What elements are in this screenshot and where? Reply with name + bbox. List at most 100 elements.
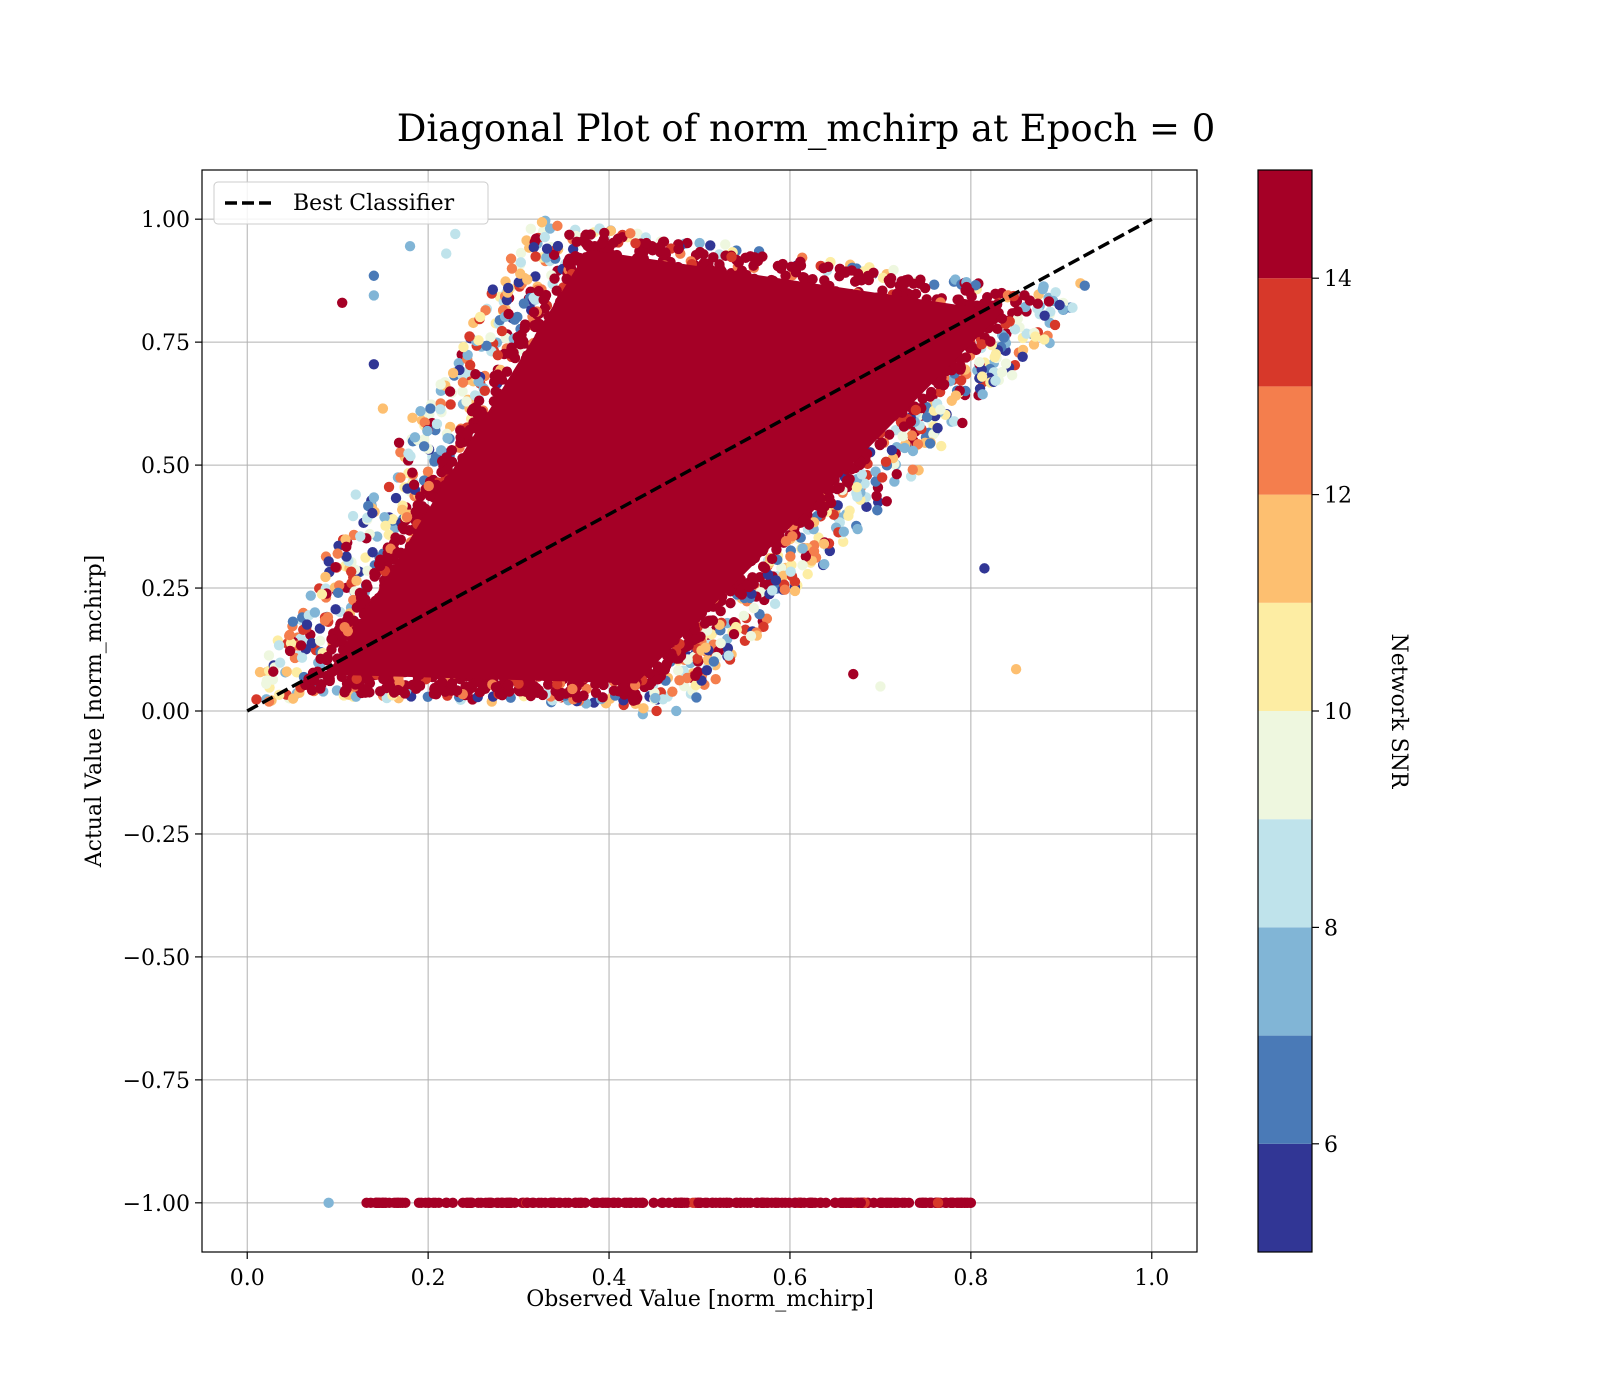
scatter-point-888 bbox=[296, 652, 308, 663]
scatter-point-4181 bbox=[816, 507, 828, 519]
scatter-point-387 bbox=[758, 621, 769, 633]
scatter-point-776 bbox=[287, 693, 299, 704]
scatter-point-475 bbox=[682, 237, 693, 249]
scatter-point-895 bbox=[541, 243, 553, 254]
scatter-point-4379 bbox=[341, 683, 352, 695]
scatter-point-2148 bbox=[571, 236, 582, 248]
scatter-point-535 bbox=[843, 510, 854, 522]
scatter-point-772 bbox=[886, 445, 898, 456]
scatter-point-268 bbox=[872, 505, 883, 516]
scatter-point-791 bbox=[888, 264, 899, 276]
scatter-point-4833 bbox=[910, 404, 922, 416]
scatter-point-3538 bbox=[540, 289, 552, 301]
scatter-point-873 bbox=[745, 630, 757, 642]
scatter-point-4742 bbox=[567, 683, 578, 695]
scatter-point-538 bbox=[481, 340, 492, 352]
scatter-point-2 bbox=[802, 568, 813, 580]
scatter-point-627 bbox=[285, 637, 297, 649]
scatter-point-4252 bbox=[492, 369, 503, 380]
scatter-point-829 bbox=[856, 469, 868, 480]
scatter-point-3695 bbox=[698, 249, 709, 260]
scatter-point-824 bbox=[368, 492, 380, 503]
scatter-point-681 bbox=[407, 412, 418, 424]
scatter-point-4377 bbox=[966, 291, 977, 302]
scatter-point-671 bbox=[295, 640, 307, 651]
scatter-point-4168 bbox=[627, 691, 638, 703]
scatter-point-315 bbox=[323, 556, 334, 567]
scatter-point-4954 bbox=[355, 598, 366, 609]
scatter-point-21 bbox=[383, 481, 395, 493]
scatter-point-531 bbox=[333, 540, 344, 551]
scatter-point-510 bbox=[1067, 302, 1078, 313]
scatter-point-373 bbox=[785, 551, 796, 562]
scatter-point-685 bbox=[474, 311, 486, 323]
scatter-point-571 bbox=[715, 638, 726, 649]
scatter-point-4327 bbox=[915, 274, 926, 285]
scatter-point-4575 bbox=[780, 270, 791, 281]
scatter-point-4871 bbox=[446, 678, 458, 689]
scatter-point-4879 bbox=[673, 243, 684, 255]
scatter-point-533 bbox=[387, 513, 398, 525]
scatter-point-835 bbox=[1079, 280, 1090, 291]
scatter-point-896 bbox=[907, 464, 918, 475]
scatter-point-3383 bbox=[752, 255, 764, 267]
scatter-point-792 bbox=[976, 371, 988, 382]
scatter-point-4708 bbox=[446, 445, 457, 456]
scatter-point-3817 bbox=[369, 571, 380, 582]
scatter-point-3350 bbox=[976, 339, 987, 350]
scatter-point-2999 bbox=[455, 437, 466, 449]
scatter-point-4413 bbox=[442, 464, 453, 475]
scatter-point-252 bbox=[254, 666, 266, 678]
scatter-point-3682 bbox=[539, 303, 551, 314]
scatter-point-686 bbox=[518, 298, 530, 309]
scatter-point-3714 bbox=[652, 674, 663, 685]
scatter-point-4716 bbox=[563, 256, 574, 267]
scatter-point-4837 bbox=[503, 679, 514, 691]
scatter-point-3946 bbox=[519, 322, 530, 334]
scatter-point-4771 bbox=[733, 257, 744, 268]
scatter-point-762 bbox=[522, 274, 533, 285]
scatter-point-459 bbox=[515, 268, 526, 279]
scatter-point-899 bbox=[936, 440, 947, 452]
scatter-point-550 bbox=[536, 217, 548, 228]
scatter-point-759 bbox=[818, 538, 830, 549]
scatter-point-4400 bbox=[351, 673, 362, 685]
scatter-point-730 bbox=[435, 379, 446, 390]
scatter-point-486 bbox=[671, 705, 682, 717]
scatter-point-3461 bbox=[961, 282, 972, 294]
scatter-point-677 bbox=[876, 472, 888, 483]
scatter-point-4485 bbox=[819, 275, 830, 286]
scatter-point-734 bbox=[808, 545, 820, 557]
scatter-point-766 bbox=[496, 325, 508, 337]
scatter-point-2633 bbox=[597, 692, 608, 703]
scatter-point-717 bbox=[435, 404, 446, 415]
scatter-point-897 bbox=[380, 520, 391, 532]
scatter-point-445 bbox=[955, 375, 967, 386]
scatter-point-4713 bbox=[514, 337, 525, 348]
scatter-point-838 bbox=[464, 331, 475, 342]
scatter-point-4505 bbox=[630, 238, 641, 249]
scatter-point-648 bbox=[891, 468, 902, 480]
scatter-point-863 bbox=[301, 619, 313, 630]
scatter-point-675 bbox=[309, 607, 321, 618]
scatter-point-521 bbox=[754, 571, 766, 583]
scatter-point-620 bbox=[528, 242, 539, 253]
scatter-point-199 bbox=[305, 590, 316, 601]
scatter-point-3647 bbox=[585, 229, 596, 240]
scatter-point-847 bbox=[444, 386, 456, 397]
scatter-point-4923 bbox=[528, 307, 540, 318]
scatter-point-4299 bbox=[414, 680, 426, 692]
scatter-point-797 bbox=[1039, 310, 1050, 321]
scatter-point-868 bbox=[1017, 351, 1028, 363]
scatter-point-4799 bbox=[780, 536, 792, 547]
scatter-point-353 bbox=[989, 351, 1000, 363]
scatter-point-4928 bbox=[361, 673, 373, 684]
scatter-point-874 bbox=[638, 703, 649, 714]
scatter-point-568 bbox=[720, 239, 731, 250]
scatter-point-575 bbox=[564, 229, 575, 240]
scatter-point-801 bbox=[431, 418, 443, 430]
scatter-point-745 bbox=[487, 284, 499, 295]
scatter-point-878 bbox=[461, 396, 472, 407]
scatter-point-203 bbox=[530, 271, 541, 282]
scatter-point-858 bbox=[492, 350, 504, 361]
